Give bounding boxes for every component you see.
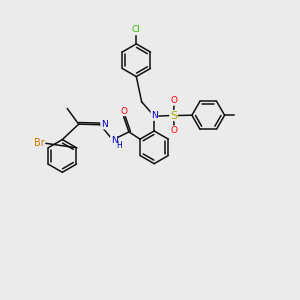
Text: N: N	[151, 111, 158, 120]
Text: Cl: Cl	[132, 26, 141, 34]
Text: O: O	[171, 126, 178, 135]
Text: S: S	[170, 110, 177, 121]
Text: O: O	[120, 106, 127, 116]
Text: N: N	[111, 136, 117, 145]
Text: N: N	[101, 120, 108, 129]
Text: H: H	[116, 141, 122, 150]
Text: Br: Br	[34, 138, 45, 148]
Text: O: O	[171, 96, 178, 105]
